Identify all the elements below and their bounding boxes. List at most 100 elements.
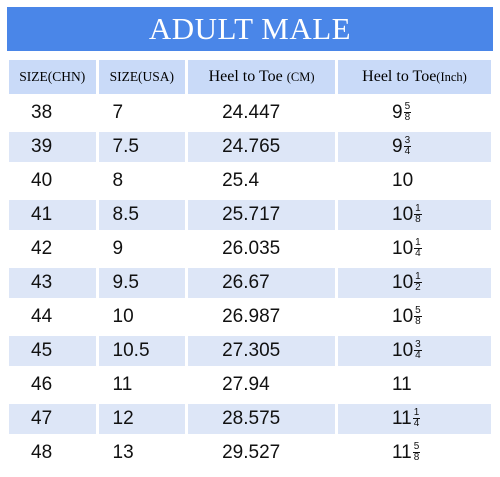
header-inch-label: Heel to Toe — [362, 68, 437, 85]
title-bar: ADULT MALE — [0, 0, 500, 56]
fraction-numerator: 3 — [403, 135, 412, 148]
fraction-denominator: 8 — [415, 214, 421, 226]
header-heel-to-toe-cm: Heel to Toe (CM) — [188, 60, 336, 94]
size-usa-cell: 13 — [98, 438, 186, 468]
fraction-denominator: 4 — [413, 418, 420, 430]
heel-to-toe-cm-cell: 26.035 — [188, 234, 336, 264]
heel-to-toe-inch-cell: 10 3 4 — [338, 336, 491, 366]
size-usa-cell: 7.5 — [98, 132, 186, 162]
size-chn-cell: 48 — [9, 438, 96, 468]
header-heel-to-toe-inch: Heel to Toe(Inch) — [338, 60, 491, 94]
fraction-denominator: 4 — [415, 350, 421, 362]
inch-whole: 10 — [392, 204, 414, 225]
fraction-denominator: 8 — [415, 316, 421, 328]
heel-to-toe-inch-cell: 10 — [338, 166, 491, 196]
heel-to-toe-cm-cell: 27.94 — [188, 370, 336, 400]
table-row: 42 9 26.035 10 1 4 — [9, 234, 491, 264]
fraction-denominator: 8 — [413, 452, 420, 464]
heel-to-toe-cm-cell: 26.67 — [188, 268, 336, 298]
heel-to-toe-cm-cell: 26.987 — [188, 302, 336, 332]
header-cm-unit: (CM) — [286, 70, 315, 84]
fraction-numerator: 1 — [412, 407, 421, 420]
size-usa-cell: 9 — [98, 234, 186, 264]
inch-whole: 10 — [392, 272, 414, 293]
fraction-denominator: 2 — [415, 282, 421, 294]
size-chn-cell: 44 — [9, 302, 96, 332]
inch-whole: 11 — [392, 408, 412, 429]
table-row: 43 9.5 26.67 10 1 2 — [9, 268, 491, 298]
chart-title: ADULT MALE — [7, 7, 493, 51]
fraction-numerator: 5 — [414, 305, 422, 318]
inch-whole: 9 — [392, 102, 403, 123]
size-usa-cell: 12 — [98, 404, 186, 434]
header-cm-label: Heel to Toe — [208, 68, 283, 85]
fraction-numerator: 3 — [414, 339, 422, 352]
size-usa-cell: 7 — [98, 98, 186, 128]
table-row: 38 7 24.447 9 5 8 — [9, 98, 491, 128]
size-chn-cell: 38 — [9, 98, 96, 128]
fraction-denominator: 4 — [404, 146, 411, 158]
heel-to-toe-cm-cell: 24.447 — [188, 98, 336, 128]
inch-whole: 10 — [392, 170, 414, 191]
heel-to-toe-cm-cell: 24.765 — [188, 132, 336, 162]
heel-to-toe-inch-cell: 10 1 8 — [338, 200, 491, 230]
heel-to-toe-cm-cell: 27.305 — [188, 336, 336, 366]
table-row: 39 7.5 24.765 9 3 4 — [9, 132, 491, 162]
size-table: SIZE(CHN) SIZE(USA) Heel to Toe (CM) Hee… — [6, 56, 494, 472]
size-chn-cell: 46 — [9, 370, 96, 400]
heel-to-toe-cm-cell: 29.527 — [188, 438, 336, 468]
heel-to-toe-cm-cell: 28.575 — [188, 404, 336, 434]
table-row: 40 8 25.4 10 — [9, 166, 491, 196]
size-chn-cell: 41 — [9, 200, 96, 230]
heel-to-toe-cm-cell: 25.4 — [188, 166, 336, 196]
fraction-denominator: 4 — [415, 248, 421, 260]
inch-whole: 11 — [392, 374, 412, 395]
size-chn-cell: 45 — [9, 336, 96, 366]
fraction-numerator: 1 — [414, 271, 422, 284]
size-usa-cell: 8 — [98, 166, 186, 196]
inch-whole: 9 — [392, 136, 403, 157]
fraction-numerator: 1 — [414, 237, 422, 250]
heel-to-toe-cm-cell: 25.717 — [188, 200, 336, 230]
table-row: 45 10.5 27.305 10 3 4 — [9, 336, 491, 366]
size-chn-cell: 39 — [9, 132, 96, 162]
fraction-denominator: 8 — [404, 112, 411, 124]
size-usa-cell: 10 — [98, 302, 186, 332]
inch-whole: 11 — [392, 442, 412, 463]
header-row: SIZE(CHN) SIZE(USA) Heel to Toe (CM) Hee… — [9, 60, 491, 94]
heel-to-toe-inch-cell: 11 1 4 — [338, 404, 491, 434]
size-usa-cell: 8.5 — [98, 200, 186, 230]
heel-to-toe-inch-cell: 10 5 8 — [338, 302, 491, 332]
fraction-numerator: 1 — [414, 203, 422, 216]
table-row: 44 10 26.987 10 5 8 — [9, 302, 491, 332]
heel-to-toe-inch-cell: 10 1 2 — [338, 268, 491, 298]
size-usa-cell: 10.5 — [98, 336, 186, 366]
table-row: 46 11 27.94 11 — [9, 370, 491, 400]
size-chn-cell: 43 — [9, 268, 96, 298]
table-row: 41 8.5 25.717 10 1 8 — [9, 200, 491, 230]
fraction-numerator: 5 — [403, 101, 412, 114]
inch-whole: 10 — [392, 340, 414, 361]
size-chn-cell: 47 — [9, 404, 96, 434]
fraction-numerator: 5 — [412, 441, 421, 454]
size-usa-cell: 11 — [98, 370, 186, 400]
header-size-usa: SIZE(USA) — [98, 60, 186, 94]
header-inch-unit: (Inch) — [436, 70, 467, 84]
heel-to-toe-inch-cell: 10 1 4 — [338, 234, 491, 264]
size-chn-cell: 42 — [9, 234, 96, 264]
size-usa-cell: 9.5 — [98, 268, 186, 298]
table-row: 47 12 28.575 11 1 4 — [9, 404, 491, 434]
inch-whole: 10 — [392, 238, 414, 259]
